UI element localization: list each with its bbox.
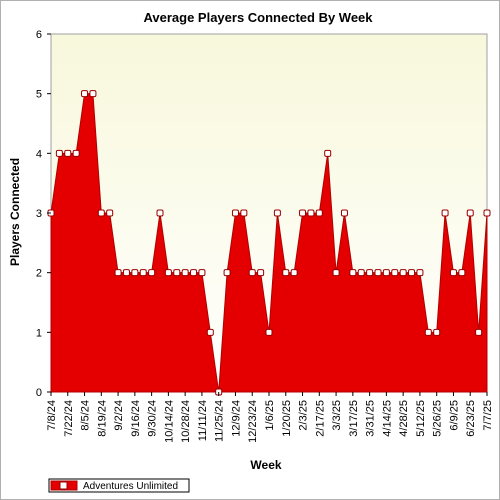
x-tick-label: 12/9/24 [230, 400, 242, 437]
x-tick-label: 2/17/25 [314, 400, 326, 437]
data-point [131, 269, 139, 277]
data-point [148, 269, 156, 277]
x-tick-label: 11/25/24 [214, 400, 226, 442]
data-point [340, 209, 348, 217]
x-tick-label: 9/16/24 [130, 400, 142, 437]
data-point [139, 269, 147, 277]
data-point [408, 269, 416, 277]
x-tick-label: 3/31/25 [365, 400, 377, 437]
data-point [349, 269, 357, 277]
data-point [391, 269, 399, 277]
data-point [374, 269, 382, 277]
data-point [483, 209, 491, 217]
data-point [265, 328, 273, 336]
data-point [122, 269, 130, 277]
data-point [206, 328, 214, 336]
y-tick-label: 3 [36, 208, 42, 220]
x-tick-label: 5/12/25 [415, 400, 427, 437]
y-axis: 0 1 2 3 4 5 6 [36, 29, 51, 399]
x-tick-label: 10/28/24 [180, 400, 192, 443]
data-point [273, 209, 281, 217]
x-tick-label: 8/19/24 [96, 400, 108, 437]
data-point [164, 269, 172, 277]
x-tick-label: 12/23/24 [247, 400, 259, 443]
x-tick-label: 6/23/25 [465, 400, 477, 437]
data-point [282, 269, 290, 277]
data-point [416, 269, 424, 277]
data-point [315, 209, 323, 217]
data-point [441, 209, 449, 217]
y-tick-label: 1 [36, 327, 42, 339]
x-tick-label: 5/26/25 [432, 400, 444, 437]
data-point [449, 269, 457, 277]
y-tick-label: 2 [36, 268, 42, 280]
data-point [458, 269, 466, 277]
chart-title: Average Players Connected By Week [143, 10, 373, 25]
legend-box [48, 478, 190, 493]
x-tick-label: 7/7/25 [482, 400, 494, 431]
data-point [231, 209, 239, 217]
data-point [190, 269, 198, 277]
x-tick-label: 8/5/24 [80, 400, 92, 431]
x-tick-label: 2/3/25 [298, 400, 310, 431]
x-axis-label: Week [250, 458, 281, 472]
x-tick-label: 6/9/25 [448, 400, 460, 431]
data-point [299, 209, 307, 217]
data-point [81, 90, 89, 98]
y-axis-label: Players Connected [8, 158, 22, 266]
data-point [156, 209, 164, 217]
data-point [89, 90, 97, 98]
data-point [64, 149, 72, 157]
data-point [248, 269, 256, 277]
x-axis: 7/8/24 7/22/24 8/5/24 8/19/24 9/2/24 9/16/24 9… [46, 392, 494, 443]
legend-marker [59, 481, 68, 490]
data-point [114, 269, 122, 277]
y-tick-label: 6 [36, 29, 42, 41]
data-point [257, 269, 265, 277]
y-tick-label: 4 [36, 148, 42, 160]
data-point [307, 209, 315, 217]
data-point [357, 269, 365, 277]
data-point [466, 209, 474, 217]
data-point [332, 269, 340, 277]
data-point [290, 269, 298, 277]
legend-entry-adventures-unlimited: Adventures Unlimited [83, 481, 178, 492]
x-tick-label: 1/6/25 [264, 400, 276, 431]
x-tick-label: 9/2/24 [113, 400, 125, 431]
x-tick-label: 3/17/25 [348, 400, 360, 437]
data-point [240, 209, 248, 217]
y-tick-label: 5 [36, 89, 42, 101]
x-tick-label: 3/3/25 [331, 400, 343, 431]
data-point [106, 209, 114, 217]
data-point [433, 328, 441, 336]
data-point [198, 269, 206, 277]
x-tick-label: 7/22/24 [63, 400, 75, 437]
data-point [97, 209, 105, 217]
data-point [424, 328, 432, 336]
x-tick-label: 1/20/25 [281, 400, 293, 437]
data-point [55, 149, 63, 157]
data-point [173, 269, 181, 277]
x-tick-label: 7/8/24 [46, 400, 58, 431]
data-point [223, 269, 231, 277]
data-point [366, 269, 374, 277]
x-tick-label: 4/28/25 [398, 400, 410, 437]
data-point [181, 269, 189, 277]
series-markers [47, 90, 491, 396]
y-tick-label: 0 [36, 387, 42, 399]
data-point [72, 149, 80, 157]
data-point [399, 269, 407, 277]
data-point [475, 328, 483, 336]
data-point [324, 149, 332, 157]
data-point [382, 269, 390, 277]
legend: Adventures Unlimited [48, 478, 190, 493]
x-tick-label: 4/14/25 [381, 400, 393, 437]
x-tick-label: 9/30/24 [147, 400, 159, 437]
x-tick-label: 11/11/24 [197, 400, 209, 441]
x-tick-label: 10/14/24 [163, 400, 175, 443]
